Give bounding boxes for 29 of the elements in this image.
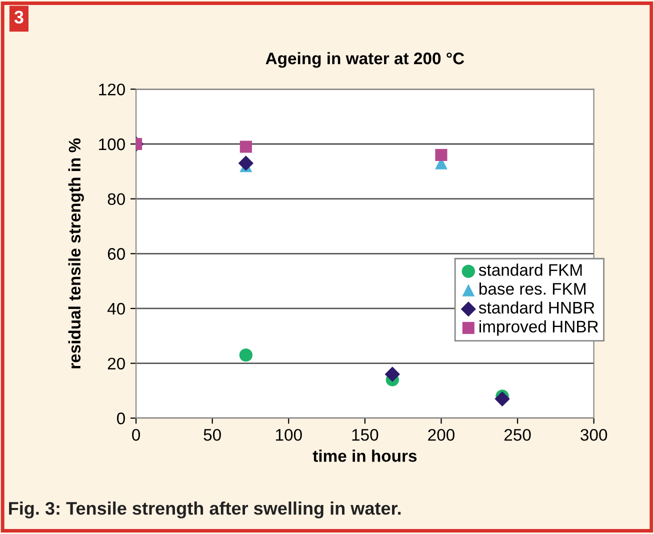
caption: Fig. 3: Tensile strength after swelling in water. xyxy=(9,502,401,518)
x-tick-label: 200 xyxy=(428,428,454,441)
chart-title: Ageing in water at 200 °C xyxy=(266,52,464,68)
legend-label: standard HNBR xyxy=(478,301,594,314)
point xyxy=(384,366,400,382)
x-tick-label: 50 xyxy=(204,428,221,441)
point xyxy=(494,391,510,407)
y-tick-label: 60 xyxy=(108,248,125,260)
text: 3 xyxy=(14,10,24,24)
legend-label: improved HNBR xyxy=(480,320,598,336)
x-tick-label: 250 xyxy=(504,428,531,441)
point xyxy=(240,140,252,153)
point xyxy=(435,148,448,161)
y-tick-label: 0 xyxy=(117,412,125,424)
legend-label: standard FKM xyxy=(478,264,582,276)
x-tick-label: 150 xyxy=(352,428,378,441)
y-tick-label: 120 xyxy=(99,84,125,96)
point xyxy=(239,348,252,362)
x-tick-label: 300 xyxy=(580,428,608,441)
y-tick-label: 40 xyxy=(107,302,125,315)
y-tick-label: 100 xyxy=(99,138,125,150)
y-axis-title: residual tensile strength in % xyxy=(68,138,84,368)
legend-label: base res. FKM xyxy=(479,282,586,295)
x-axis-title: time in hours xyxy=(312,450,417,462)
y-tick-label: 80 xyxy=(108,193,125,206)
x-tick-label: 0 xyxy=(132,428,140,441)
x-tick-label: 100 xyxy=(276,428,302,441)
point xyxy=(238,156,254,171)
y-tick-label: 20 xyxy=(108,358,125,370)
